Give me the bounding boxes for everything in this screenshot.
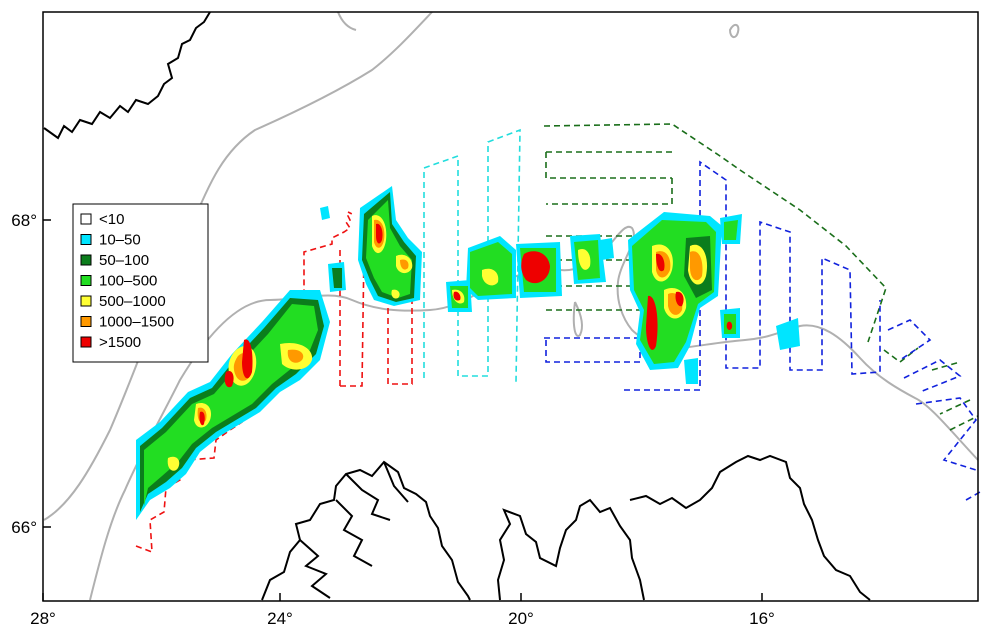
coastlines xyxy=(43,11,871,601)
patch-west-shelf xyxy=(136,290,330,520)
x-tick-label: 28° xyxy=(30,609,56,628)
legend-label: <10 xyxy=(99,211,124,228)
survey-track-cyan xyxy=(423,128,521,383)
x-axis: 28° 24° 20° 16° xyxy=(30,609,775,628)
legend: <10 10–50 50–100 100–500 500–1000 1000–1500 >1… xyxy=(72,203,209,363)
legend-swatch xyxy=(80,336,92,348)
legend-box xyxy=(72,203,209,363)
legend-label: 500–1000 xyxy=(99,293,166,310)
coastline-iceland-east xyxy=(496,498,645,601)
depth-contour-north xyxy=(337,11,357,31)
legend-swatch xyxy=(80,254,92,266)
legend-swatch xyxy=(80,234,92,245)
legend-swatch xyxy=(80,316,92,327)
x-tick-label: 24° xyxy=(267,609,293,628)
legend-swatch xyxy=(80,295,92,307)
coastline-north xyxy=(43,11,211,140)
coastline-iceland-west xyxy=(261,460,471,601)
legend-label: 1000–1500 xyxy=(99,314,174,331)
depth-contour-loop xyxy=(728,24,740,38)
y-tick-label: 68° xyxy=(11,211,37,230)
coastline-iceland-ne xyxy=(629,454,871,601)
density-patches xyxy=(136,186,800,520)
coastline-iceland-fjords xyxy=(299,461,409,599)
depth-contour-inner xyxy=(572,301,584,337)
legend-label: >1500 xyxy=(99,334,141,351)
depth-contour-west xyxy=(43,11,433,521)
legend-swatch xyxy=(80,275,92,286)
legend-label: 100–500 xyxy=(99,273,157,290)
legend-label: 10–50 xyxy=(99,232,141,249)
survey-track-blue xyxy=(544,160,981,501)
x-tick-label: 20° xyxy=(508,609,534,628)
legend-items: <10 10–50 50–100 100–500 500–1000 1000–1500 >1… xyxy=(80,211,174,351)
x-tick-label: 16° xyxy=(749,609,775,628)
legend-swatch xyxy=(80,213,92,225)
patch-central xyxy=(446,236,562,312)
y-axis: 68° 66° xyxy=(11,211,37,537)
patch-north-central xyxy=(320,186,422,306)
y-tick-label: 66° xyxy=(11,518,37,537)
survey-tracks xyxy=(135,123,981,554)
survey-track-green xyxy=(543,123,979,431)
legend-label: 50–100 xyxy=(99,252,149,269)
axis-ticks xyxy=(42,219,763,601)
plot-frame xyxy=(42,11,979,602)
patch-east xyxy=(570,212,800,384)
